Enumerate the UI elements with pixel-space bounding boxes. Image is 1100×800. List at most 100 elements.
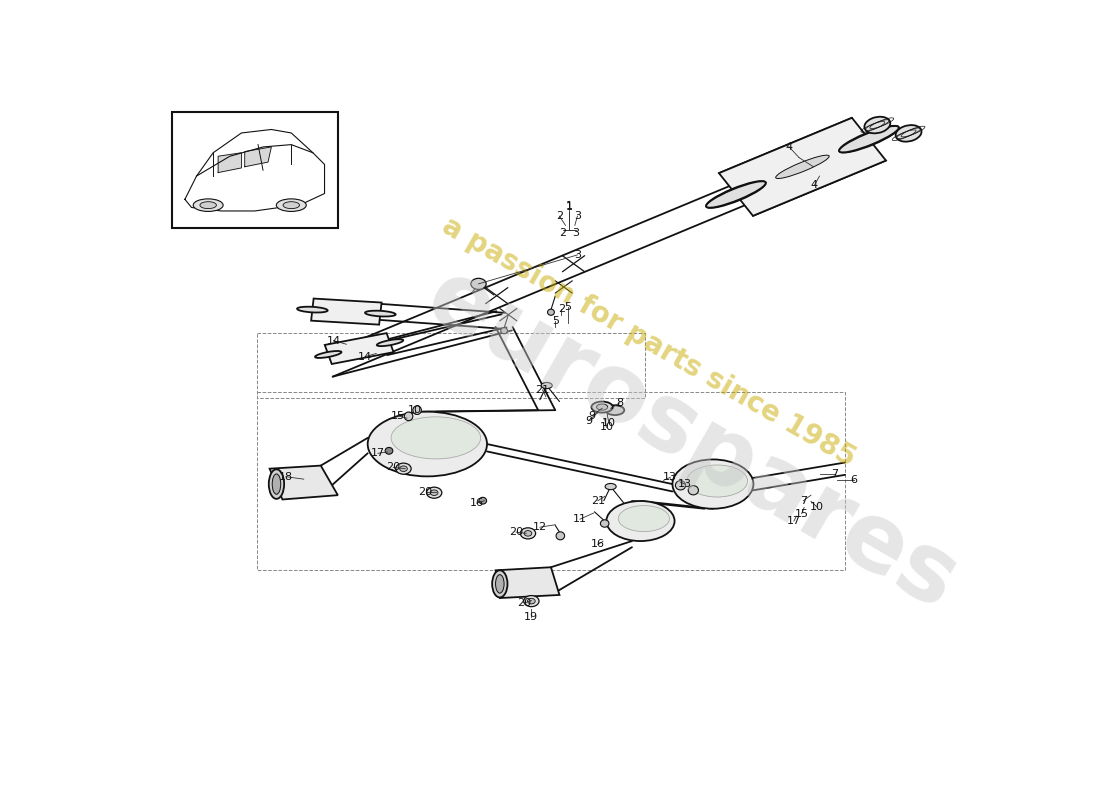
Ellipse shape	[605, 406, 625, 415]
Ellipse shape	[412, 406, 421, 414]
Ellipse shape	[396, 463, 411, 474]
Ellipse shape	[689, 486, 698, 495]
Text: 17: 17	[371, 448, 385, 458]
Ellipse shape	[276, 199, 306, 211]
Text: 7: 7	[800, 496, 807, 506]
Ellipse shape	[405, 412, 412, 421]
Text: 19: 19	[525, 611, 538, 622]
Ellipse shape	[392, 417, 481, 459]
Ellipse shape	[365, 310, 396, 317]
Text: 13: 13	[678, 479, 692, 489]
Ellipse shape	[399, 466, 407, 471]
Text: 10: 10	[602, 418, 616, 428]
Text: 4: 4	[785, 142, 792, 151]
Ellipse shape	[272, 474, 280, 494]
Text: 14: 14	[327, 335, 341, 346]
Ellipse shape	[268, 470, 284, 499]
Ellipse shape	[675, 481, 685, 490]
Ellipse shape	[385, 447, 393, 454]
Text: 10: 10	[600, 422, 614, 433]
Text: 1: 1	[565, 202, 572, 212]
Ellipse shape	[776, 155, 829, 178]
Polygon shape	[495, 567, 560, 598]
Ellipse shape	[706, 182, 766, 208]
Ellipse shape	[492, 570, 507, 598]
Text: 9: 9	[585, 416, 592, 426]
Text: 20: 20	[419, 487, 432, 497]
Ellipse shape	[377, 339, 404, 346]
Ellipse shape	[706, 181, 766, 208]
Text: 14: 14	[359, 351, 372, 362]
Text: 17: 17	[786, 516, 801, 526]
Ellipse shape	[315, 351, 341, 358]
Ellipse shape	[592, 402, 613, 413]
Ellipse shape	[427, 487, 442, 498]
Text: 15: 15	[390, 410, 405, 421]
Ellipse shape	[478, 498, 486, 504]
Ellipse shape	[495, 574, 504, 593]
Text: 12: 12	[532, 522, 547, 532]
Ellipse shape	[524, 530, 531, 536]
Polygon shape	[270, 466, 338, 499]
Text: 2: 2	[559, 228, 566, 238]
Text: 5: 5	[552, 316, 559, 326]
Text: 21: 21	[536, 385, 550, 395]
Text: 10: 10	[810, 502, 824, 512]
Text: 20: 20	[509, 527, 524, 537]
Ellipse shape	[194, 199, 223, 211]
Text: eurospares: eurospares	[410, 252, 974, 630]
Bar	[257, 333, 645, 398]
Text: 9: 9	[588, 410, 595, 421]
Ellipse shape	[895, 125, 922, 142]
Ellipse shape	[367, 412, 487, 476]
Text: 15: 15	[794, 509, 808, 518]
Polygon shape	[324, 333, 394, 364]
Polygon shape	[719, 118, 886, 216]
Text: 16: 16	[470, 498, 484, 508]
Ellipse shape	[471, 278, 486, 290]
Ellipse shape	[500, 328, 507, 334]
Text: 10: 10	[408, 405, 421, 414]
Ellipse shape	[672, 459, 754, 509]
Ellipse shape	[601, 520, 609, 527]
Ellipse shape	[200, 202, 217, 209]
Ellipse shape	[839, 126, 899, 152]
Text: 6: 6	[850, 475, 857, 486]
Text: 13: 13	[663, 472, 678, 482]
Text: 18: 18	[278, 472, 293, 482]
Bar	[172, 112, 338, 229]
Ellipse shape	[520, 528, 536, 539]
Ellipse shape	[686, 465, 748, 497]
Ellipse shape	[557, 532, 564, 540]
Ellipse shape	[605, 483, 616, 490]
Ellipse shape	[865, 117, 890, 134]
Polygon shape	[218, 153, 241, 173]
Text: 3: 3	[572, 228, 580, 238]
Ellipse shape	[430, 490, 438, 495]
Text: 2: 2	[558, 303, 564, 314]
Ellipse shape	[548, 309, 554, 315]
Ellipse shape	[541, 382, 552, 389]
Text: 4: 4	[811, 180, 818, 190]
Ellipse shape	[606, 501, 674, 541]
Text: 20: 20	[386, 462, 400, 473]
Text: 20: 20	[517, 598, 531, 608]
Ellipse shape	[297, 306, 328, 313]
Text: 1: 1	[565, 201, 572, 210]
Ellipse shape	[618, 506, 670, 531]
Text: 16: 16	[591, 539, 605, 550]
Text: 2: 2	[556, 211, 563, 221]
Bar	[257, 392, 845, 570]
Text: 7: 7	[832, 470, 838, 479]
Text: 8: 8	[616, 398, 624, 408]
Ellipse shape	[524, 595, 539, 606]
Ellipse shape	[839, 126, 899, 153]
Polygon shape	[244, 147, 272, 166]
Polygon shape	[311, 298, 382, 325]
Ellipse shape	[283, 202, 299, 209]
Text: 3: 3	[574, 211, 581, 221]
Ellipse shape	[528, 598, 536, 604]
Text: a passion for parts since 1985: a passion for parts since 1985	[438, 212, 860, 473]
Text: 5: 5	[564, 302, 572, 312]
Text: 11: 11	[573, 514, 587, 524]
